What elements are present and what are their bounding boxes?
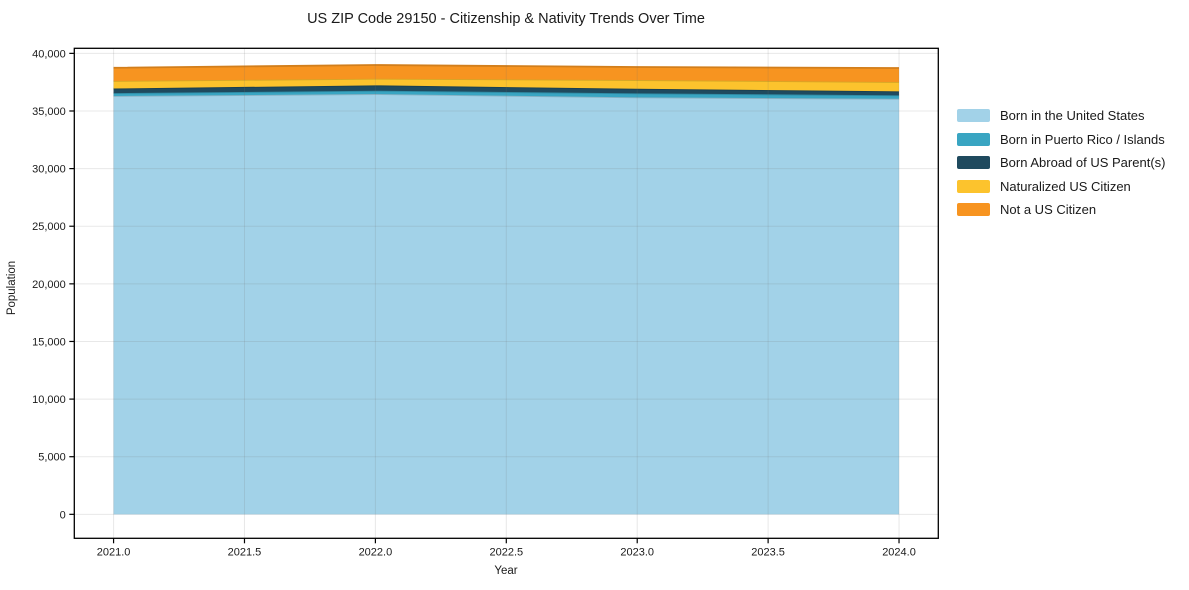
y-tick-label: 35,000 bbox=[32, 106, 66, 118]
area-naturalized-us-citizen bbox=[113, 78, 900, 92]
legend-label: Born in the United States bbox=[1000, 108, 1145, 124]
legend-item-not-a-us-citizen: Not a US Citizen bbox=[957, 198, 1165, 222]
y-tick-label: 20,000 bbox=[32, 279, 66, 291]
legend-swatch bbox=[957, 132, 990, 146]
y-tick-label: 40,000 bbox=[32, 48, 66, 60]
chart-title: US ZIP Code 29150 - Citizenship & Nativi… bbox=[307, 11, 705, 27]
legend: Born in the United States Born in Puerto … bbox=[957, 104, 1165, 222]
legend-item-born-in-puerto-rico-islands: Born in Puerto Rico / Islands bbox=[957, 128, 1165, 152]
x-tick-label: 2023.0 bbox=[620, 546, 654, 558]
x-tick-label: 2022.5 bbox=[489, 546, 523, 558]
legend-swatch bbox=[957, 179, 990, 193]
axis-tick-layer: 0 5,000 10,000 15,000 20,000 25,000 30,000 35,0… bbox=[32, 48, 916, 558]
legend-label: Born in Puerto Rico / Islands bbox=[1000, 131, 1165, 147]
x-tick-label: 2021.5 bbox=[228, 546, 262, 558]
area-born-in-puerto-rico-islands bbox=[113, 90, 900, 99]
gridline-layer bbox=[74, 48, 939, 539]
area-born-in-the-united-states bbox=[113, 94, 900, 515]
legend-swatch bbox=[957, 156, 990, 170]
x-tick-label: 2021.0 bbox=[97, 546, 131, 558]
area-edge-not-a-us-citizen bbox=[113, 64, 900, 69]
legend-swatch bbox=[957, 109, 990, 123]
legend-item-born-in-the-united-states: Born in the United States bbox=[957, 104, 1165, 128]
x-tick-label: 2024.0 bbox=[882, 546, 916, 558]
y-tick-label: 25,000 bbox=[32, 221, 66, 233]
x-tick-label: 2022.0 bbox=[359, 546, 393, 558]
y-axis-label: Population bbox=[6, 261, 18, 315]
area-not-a-us-citizen bbox=[113, 65, 900, 83]
y-tick-label: 10,000 bbox=[32, 394, 66, 406]
stacked-area-layer bbox=[113, 64, 900, 515]
y-tick-label: 30,000 bbox=[32, 164, 66, 176]
x-tick-label: 2023.5 bbox=[751, 546, 785, 558]
legend-item-naturalized-us-citizen: Naturalized US Citizen bbox=[957, 175, 1165, 199]
y-tick-label: 15,000 bbox=[32, 336, 66, 348]
area-born-abroad-of-us-parent-s bbox=[113, 85, 900, 96]
y-tick-label: 5,000 bbox=[38, 452, 66, 464]
legend-label: Naturalized US Citizen bbox=[1000, 178, 1131, 194]
y-tick-label: 0 bbox=[60, 509, 66, 521]
x-axis-label: Year bbox=[494, 565, 517, 577]
legend-label: Not a US Citizen bbox=[1000, 202, 1097, 218]
legend-label: Born Abroad of US Parent(s) bbox=[1000, 155, 1166, 171]
legend-swatch bbox=[957, 203, 990, 217]
legend-item-born-abroad-of-us-parent-s: Born Abroad of US Parent(s) bbox=[957, 151, 1165, 175]
